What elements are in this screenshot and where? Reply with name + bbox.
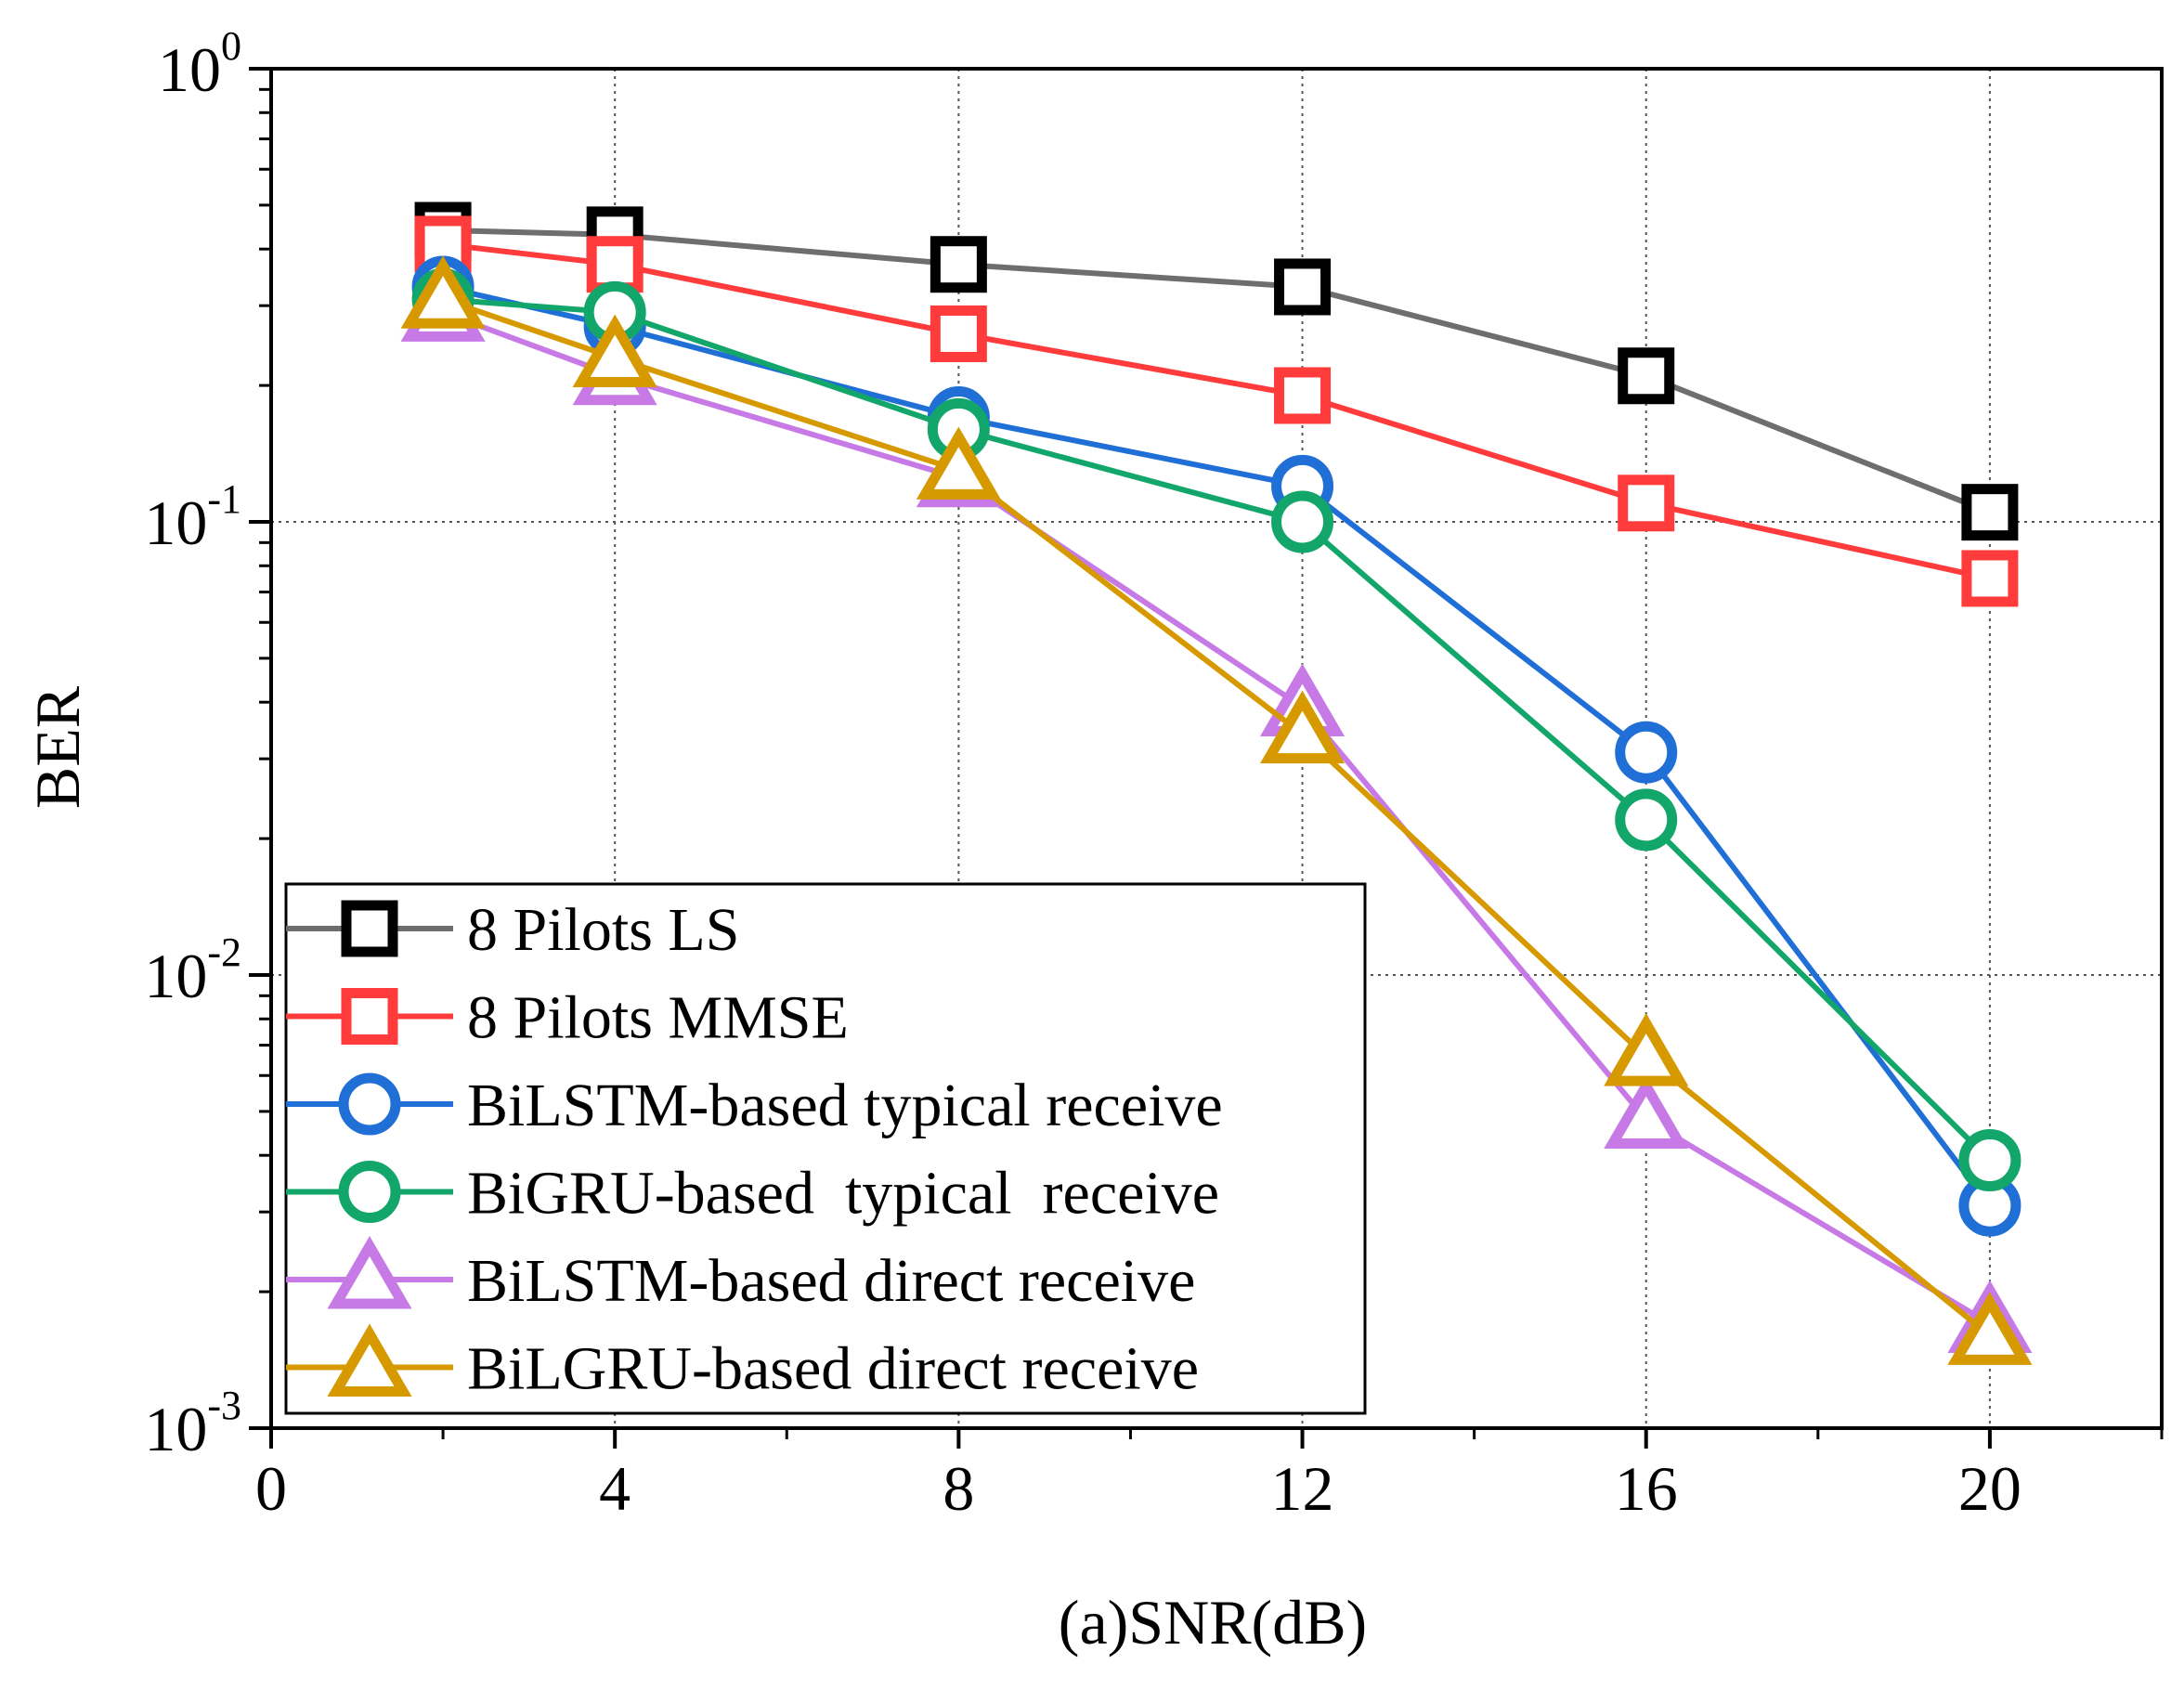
data-point (1620, 726, 1672, 778)
legend-marker (346, 994, 393, 1040)
legend-item: 8 Pilots LS (286, 896, 739, 964)
x-tick-label: 8 (942, 1453, 974, 1524)
legend-box (286, 884, 1365, 1413)
x-tick-label: 20 (1958, 1453, 2022, 1524)
data-point (1964, 1135, 2016, 1187)
legend-label: BiLSTM-based typical receive (467, 1072, 1223, 1139)
legend-label: BiLSTM-based direct receive (467, 1247, 1195, 1315)
data-point (935, 310, 982, 357)
legend-label: 8 Pilots LS (467, 896, 739, 964)
data-point (1967, 489, 2013, 536)
data-point (1280, 372, 1326, 419)
data-point (1623, 480, 1670, 526)
data-point (1280, 264, 1326, 310)
data-point (592, 241, 638, 288)
x-tick-label: 0 (255, 1453, 287, 1524)
legend-label: BiGRU-based typical receive (467, 1160, 1219, 1228)
x-tick-label: 12 (1271, 1453, 1334, 1524)
legend-marker (344, 1078, 396, 1130)
data-point (935, 241, 982, 288)
legend-marker (344, 1166, 396, 1218)
data-point (1277, 496, 1329, 548)
x-tick-label: 4 (599, 1453, 630, 1524)
chart-background (0, 0, 2184, 1690)
ber-chart: 0 4 8 12 16 2010010-110-210-3 (a)SNR(dB) BER … (0, 0, 2184, 1690)
x-tick-label: 16 (1615, 1453, 1678, 1524)
legend-item: 8 Pilots MMSE (286, 984, 849, 1052)
data-point (1620, 794, 1672, 846)
legend: 8 Pilots LS 8 Pilots MMSE BiLSTM-based typ… (286, 884, 1365, 1413)
data-point (1967, 555, 2013, 602)
x-axis-label: (a)SNR(dB) (1059, 1587, 1367, 1658)
legend-marker (346, 905, 393, 952)
legend-label: 8 Pilots MMSE (467, 984, 849, 1052)
legend-label: BiLGRU-based direct receive (467, 1335, 1199, 1403)
y-axis-label: BER (22, 685, 93, 809)
data-point (1623, 353, 1670, 399)
